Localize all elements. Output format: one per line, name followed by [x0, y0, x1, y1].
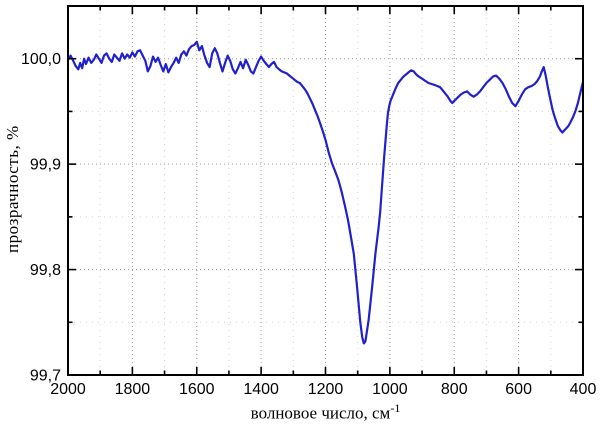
y-tick-label-100,0: 100,0	[21, 51, 61, 68]
x-tick-label-1400: 1400	[243, 381, 279, 398]
x-axis-title-superscript: -1	[390, 401, 401, 415]
plot-frame	[67, 5, 584, 376]
x-tick-label-400: 400	[570, 381, 597, 398]
x-tick-label-800: 800	[441, 381, 468, 398]
y-axis-title-text: прозрачность, %	[3, 125, 22, 253]
y-tick-label-99,9: 99,9	[30, 157, 61, 174]
x-tick-label-2000: 2000	[50, 381, 86, 398]
y-tick-label-99,8: 99,8	[30, 262, 61, 279]
y-axis-title: прозрачность, %	[2, 0, 24, 378]
y-tick-label-99,7: 99,7	[30, 368, 61, 385]
x-tick-label-1600: 1600	[179, 381, 215, 398]
x-tick-label-1800: 1800	[115, 381, 151, 398]
x-tick-label-600: 600	[505, 381, 532, 398]
x-axis-title: волновое число, см-1	[68, 401, 583, 424]
x-tick-label-1200: 1200	[308, 381, 344, 398]
spectrum-curve	[66, 40, 585, 345]
x-axis-title-text: волновое число, см	[250, 403, 391, 423]
x-tick-label-1000: 1000	[372, 381, 408, 398]
